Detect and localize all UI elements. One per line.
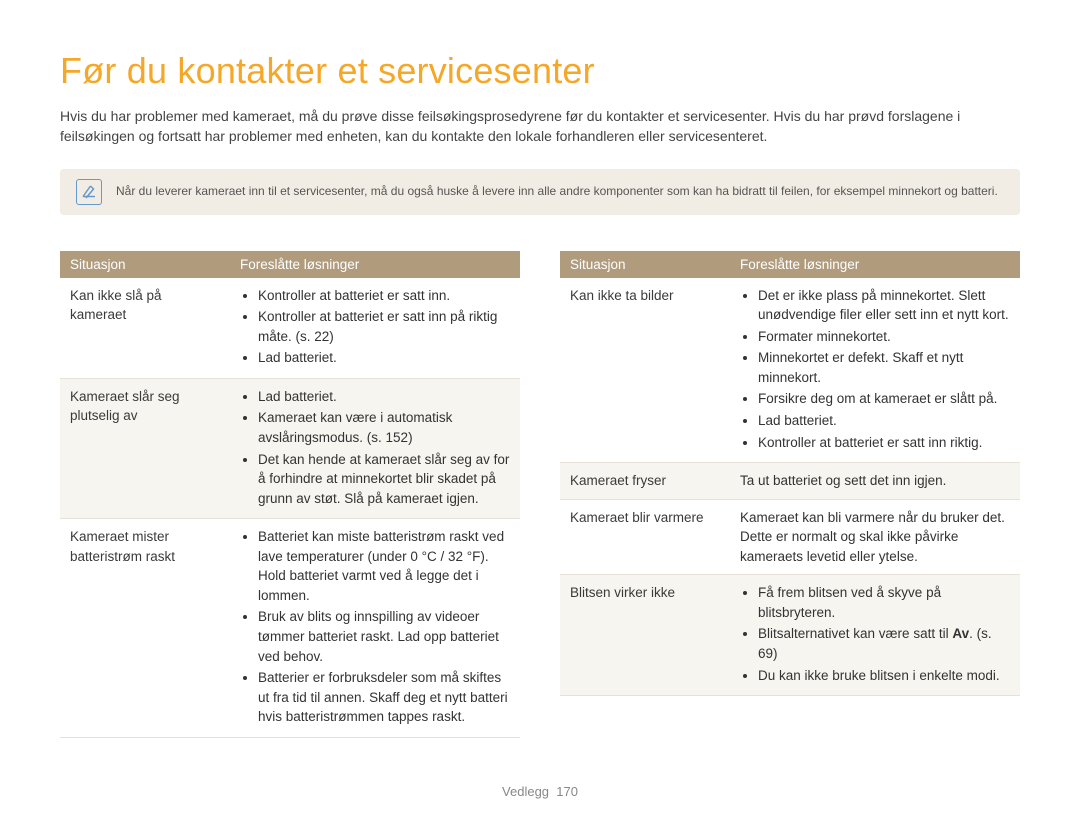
table-row: Kameraet fryserTa ut batteriet og sett d… bbox=[560, 463, 1020, 500]
solution-cell: Få frem blitsen ved å skyve på blitsbryt… bbox=[730, 575, 1020, 696]
left-column: Situasjon Foreslåtte løsninger Kan ikke … bbox=[60, 251, 520, 738]
col-header-situation: Situasjon bbox=[560, 251, 730, 278]
situation-cell: Kameraet fryser bbox=[560, 463, 730, 500]
list-item: Batterier er forbruksdeler som må skifte… bbox=[258, 668, 510, 727]
list-item: Bruk av blits og innspilling av videoer … bbox=[258, 607, 510, 666]
footer-label: Vedlegg bbox=[502, 784, 549, 799]
list-item: Kameraet kan være i automatisk avslåring… bbox=[258, 408, 510, 447]
footer-page-number: 170 bbox=[556, 784, 578, 799]
situation-cell: Kameraet mister batteristrøm raskt bbox=[60, 519, 230, 738]
col-header-solutions: Foreslåtte løsninger bbox=[230, 251, 520, 278]
solution-cell: Ta ut batteriet og sett det inn igjen. bbox=[730, 463, 1020, 500]
list-item: Kontroller at batteriet er satt inn rikt… bbox=[758, 433, 1010, 453]
list-item: Batteriet kan miste batteristrøm raskt v… bbox=[258, 527, 510, 605]
solution-cell: Batteriet kan miste batteristrøm raskt v… bbox=[230, 519, 520, 738]
list-item: Forsikre deg om at kameraet er slått på. bbox=[758, 389, 1010, 409]
col-header-situation: Situasjon bbox=[60, 251, 230, 278]
list-item: Kontroller at batteriet er satt inn på r… bbox=[258, 307, 510, 346]
list-item: Det er ikke plass på minnekortet. Slett … bbox=[758, 286, 1010, 325]
table-row: Blitsen virker ikke Få frem blitsen ved å… bbox=[560, 575, 1020, 696]
note-text: Når du leverer kameraet inn til et servi… bbox=[116, 184, 998, 200]
table-row: Kameraet blir varmereKameraet kan bli va… bbox=[560, 499, 1020, 575]
note-box: Når du leverer kameraet inn til et servi… bbox=[60, 169, 1020, 215]
page-title: Før du kontakter et servicesenter bbox=[60, 50, 1020, 92]
note-icon bbox=[76, 179, 102, 205]
list-item: Lad batteriet. bbox=[258, 348, 510, 368]
list-item: Lad batteriet. bbox=[258, 387, 510, 407]
list-item: Det kan hende at kameraet slår seg av fo… bbox=[258, 450, 510, 509]
table-row: Kan ikke ta bilder Det er ikke plass på m… bbox=[560, 278, 1020, 463]
situation-cell: Kameraet blir varmere bbox=[560, 499, 730, 575]
table-row: Kameraet mister batteristrøm raskt Batter… bbox=[60, 519, 520, 738]
troubleshoot-table-right: Situasjon Foreslåtte løsninger Kan ikke … bbox=[560, 251, 1020, 697]
list-item: Blitsalternativet kan være satt til Av. … bbox=[758, 624, 1010, 663]
content-columns: Situasjon Foreslåtte løsninger Kan ikke … bbox=[60, 251, 1020, 738]
solution-list: Batteriet kan miste batteristrøm raskt v… bbox=[240, 527, 510, 727]
troubleshoot-table-left: Situasjon Foreslåtte løsninger Kan ikke … bbox=[60, 251, 520, 738]
table-row: Kameraet slår seg plutselig avLad batter… bbox=[60, 378, 520, 518]
list-item: Få frem blitsen ved å skyve på blitsbryt… bbox=[758, 583, 1010, 622]
right-column: Situasjon Foreslåtte løsninger Kan ikke … bbox=[560, 251, 1020, 738]
list-item: Formater minnekortet. bbox=[758, 327, 1010, 347]
solution-cell: Kameraet kan bli varmere når du bruker d… bbox=[730, 499, 1020, 575]
situation-cell: Kan ikke ta bilder bbox=[560, 278, 730, 463]
intro-text: Hvis du har problemer med kameraet, må d… bbox=[60, 106, 1020, 147]
list-item: Kontroller at batteriet er satt inn. bbox=[258, 286, 510, 306]
solution-cell: Det er ikke plass på minnekortet. Slett … bbox=[730, 278, 1020, 463]
page-footer: Vedlegg 170 bbox=[60, 784, 1020, 799]
solution-list: Kontroller at batteriet er satt inn.Kont… bbox=[240, 286, 510, 368]
solution-list: Få frem blitsen ved å skyve på blitsbryt… bbox=[740, 583, 1010, 685]
solution-cell: Lad batteriet.Kameraet kan være i automa… bbox=[230, 378, 520, 518]
table-row: Kan ikke slå på kameraetKontroller at ba… bbox=[60, 278, 520, 379]
list-item: Minnekortet er defekt. Skaff et nytt min… bbox=[758, 348, 1010, 387]
col-header-solutions: Foreslåtte løsninger bbox=[730, 251, 1020, 278]
list-item: Du kan ikke bruke blitsen i enkelte modi… bbox=[758, 666, 1010, 686]
situation-cell: Kan ikke slå på kameraet bbox=[60, 278, 230, 379]
situation-cell: Kameraet slår seg plutselig av bbox=[60, 378, 230, 518]
list-item: Lad batteriet. bbox=[758, 411, 1010, 431]
situation-cell: Blitsen virker ikke bbox=[560, 575, 730, 696]
solution-list: Lad batteriet.Kameraet kan være i automa… bbox=[240, 387, 510, 508]
solution-list: Det er ikke plass på minnekortet. Slett … bbox=[740, 286, 1010, 453]
solution-cell: Kontroller at batteriet er satt inn.Kont… bbox=[230, 278, 520, 379]
